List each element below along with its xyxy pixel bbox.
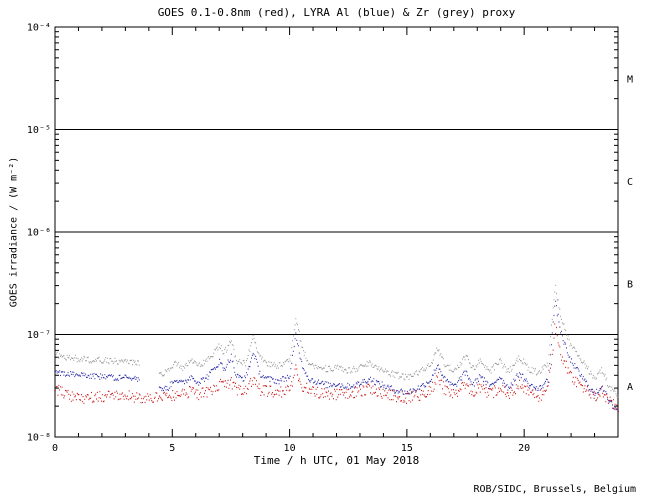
axes — [54, 26, 619, 438]
svg-text:C: C — [627, 177, 633, 188]
credit-text: ROB/SIDC, Brussels, Belgium — [473, 484, 636, 495]
series-lyra_zr — [55, 284, 619, 398]
svg-text:5: 5 — [169, 443, 175, 454]
svg-text:0: 0 — [52, 443, 58, 454]
svg-text:M: M — [627, 74, 633, 85]
x-axis-label: Time / h UTC, 01 May 2018 — [253, 454, 420, 467]
svg-text:15: 15 — [401, 443, 413, 454]
y-tick-labels: 10⁻⁸ 10⁻⁷ 10⁻⁶ 10⁻⁵ 10⁻⁴ — [27, 23, 51, 444]
svg-text:10⁻⁸: 10⁻⁸ — [27, 433, 51, 444]
svg-text:10⁻⁵: 10⁻⁵ — [27, 125, 51, 136]
svg-text:10: 10 — [284, 443, 296, 454]
svg-text:20: 20 — [518, 443, 530, 454]
svg-text:10⁻⁷: 10⁻⁷ — [27, 330, 51, 341]
chart-title: GOES 0.1-0.8nm (red), LYRA Al (blue) & Z… — [157, 6, 516, 19]
svg-text:10⁻⁴: 10⁻⁴ — [27, 23, 51, 34]
svg-text:10⁻⁶: 10⁻⁶ — [27, 228, 51, 239]
x-tick-labels: 0 5 10 15 20 — [52, 443, 530, 454]
svg-text:A: A — [627, 382, 633, 393]
svg-text:B: B — [627, 279, 633, 290]
series-lyra_al — [55, 300, 619, 412]
y-axis-label: GOES irradiance / (W m⁻²) — [8, 156, 20, 308]
flare-class-labels: M C B A — [627, 74, 633, 393]
series-goes_xray — [55, 323, 619, 413]
